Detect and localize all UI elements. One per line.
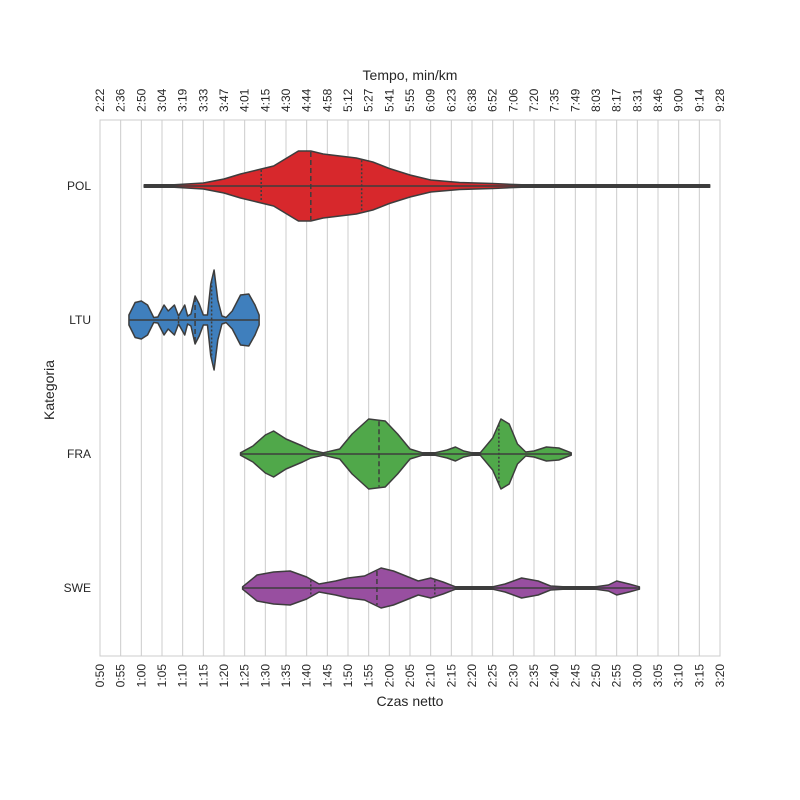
category-tick-labels: POL LTU FRA SWE xyxy=(64,179,92,595)
top-tick-label: 2:22 xyxy=(93,88,107,112)
bottom-tick-label: 1:00 xyxy=(134,664,148,688)
bottom-tick-label: 1:20 xyxy=(217,664,231,688)
bottom-tick-label: 2:00 xyxy=(382,664,396,688)
category-label: POL xyxy=(67,179,91,193)
bottom-tick-label: 1:15 xyxy=(196,664,210,688)
top-tick-label: 3:47 xyxy=(217,88,231,112)
top-tick-label: 8:46 xyxy=(651,88,665,112)
category-label: FRA xyxy=(67,447,91,461)
bottom-tick-label: 2:35 xyxy=(527,664,541,688)
top-tick-label: 2:50 xyxy=(134,88,148,112)
bottom-tick-label: 2:40 xyxy=(548,664,562,688)
bottom-tick-label: 3:20 xyxy=(713,664,727,688)
top-tick-label: 7:06 xyxy=(506,88,520,112)
top-tick-label: 6:09 xyxy=(424,88,438,112)
y-axis-title: Kategoria xyxy=(41,360,57,420)
top-tick-label: 7:49 xyxy=(568,88,582,112)
top-tick-label: 9:28 xyxy=(713,88,727,112)
grid-lines xyxy=(99,120,721,656)
bottom-tick-label: 2:30 xyxy=(506,664,520,688)
bottom-tick-label: 3:00 xyxy=(630,664,644,688)
violin-pol xyxy=(143,150,711,222)
bottom-tick-label: 1:10 xyxy=(176,664,190,688)
bottom-tick-label: 2:20 xyxy=(465,664,479,688)
top-tick-label: 4:01 xyxy=(238,88,252,112)
top-tick-label: 4:58 xyxy=(320,88,334,112)
top-tick-label: 4:30 xyxy=(279,88,293,112)
bottom-axis-ticks: 0:50 0:55 1:00 1:05 1:10 1:15 1:20 1:25 1:30 1:35… xyxy=(93,664,727,688)
bottom-tick-label: 2:50 xyxy=(589,664,603,688)
violins xyxy=(128,150,711,609)
bottom-tick-label: 1:50 xyxy=(341,664,355,688)
bottom-tick-label: 2:10 xyxy=(424,664,438,688)
category-label: SWE xyxy=(64,581,91,595)
violin-swe xyxy=(241,567,641,609)
top-tick-label: 7:35 xyxy=(548,88,562,112)
top-tick-label: 5:55 xyxy=(403,88,417,112)
category-label: LTU xyxy=(69,313,91,327)
bottom-tick-label: 2:45 xyxy=(568,664,582,688)
top-tick-label: 6:23 xyxy=(444,88,458,112)
bottom-tick-label: 1:25 xyxy=(238,664,252,688)
top-tick-label: 9:14 xyxy=(692,88,706,112)
top-tick-label: 3:33 xyxy=(196,88,210,112)
top-tick-label: 8:31 xyxy=(630,88,644,112)
bottom-tick-label: 1:45 xyxy=(320,664,334,688)
top-tick-label: 4:44 xyxy=(300,88,314,112)
bottom-tick-label: 3:10 xyxy=(672,664,686,688)
top-tick-label: 3:19 xyxy=(176,88,190,112)
top-tick-label: 5:27 xyxy=(362,88,376,112)
top-tick-label: 8:17 xyxy=(610,88,624,112)
top-tick-label: 9:00 xyxy=(672,88,686,112)
x-axis-title-top: Tempo, min/km xyxy=(363,67,458,83)
bottom-tick-label: 0:50 xyxy=(93,664,107,688)
bottom-tick-label: 2:55 xyxy=(610,664,624,688)
violin-ltu xyxy=(128,269,260,371)
bottom-tick-label: 2:05 xyxy=(403,664,417,688)
bottom-tick-label: 2:15 xyxy=(444,664,458,688)
plot-frame xyxy=(99,119,721,657)
bottom-tick-label: 1:30 xyxy=(258,664,272,688)
bottom-tick-label: 2:25 xyxy=(486,664,500,688)
top-tick-label: 6:38 xyxy=(465,88,479,112)
bottom-tick-label: 1:40 xyxy=(300,664,314,688)
bottom-tick-label: 3:15 xyxy=(692,664,706,688)
top-tick-label: 5:41 xyxy=(382,88,396,112)
top-tick-label: 8:03 xyxy=(589,88,603,112)
bottom-tick-label: 1:35 xyxy=(279,664,293,688)
bottom-tick-label: 1:05 xyxy=(155,664,169,688)
top-axis-ticks: 2:22 2:36 2:50 3:04 3:19 3:33 3:47 4:01 4:15 4:30… xyxy=(93,88,727,112)
top-tick-label: 4:15 xyxy=(258,88,272,112)
bottom-tick-label: 1:55 xyxy=(362,664,376,688)
x-axis-title-bottom: Czas netto xyxy=(377,693,444,709)
bottom-tick-label: 3:05 xyxy=(651,664,665,688)
violin-fra xyxy=(239,418,572,490)
top-tick-label: 6:52 xyxy=(486,88,500,112)
bottom-tick-label: 0:55 xyxy=(114,664,128,688)
top-tick-label: 3:04 xyxy=(155,88,169,112)
top-tick-label: 5:12 xyxy=(341,88,355,112)
top-tick-label: 2:36 xyxy=(114,88,128,112)
top-tick-label: 7:20 xyxy=(527,88,541,112)
